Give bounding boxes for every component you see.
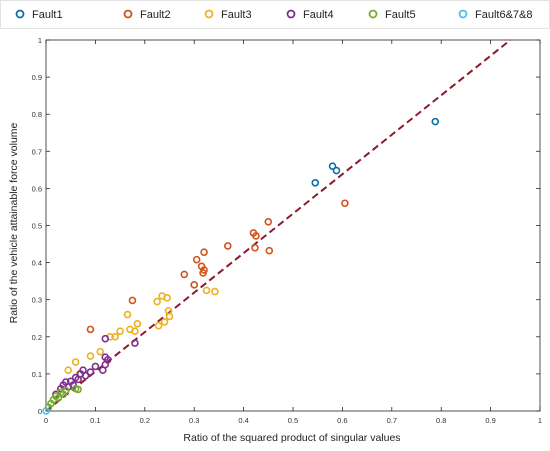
data-point — [311, 179, 320, 187]
x-tick-label: 0.6 — [337, 416, 347, 425]
x-tick-label: 0.5 — [288, 416, 298, 425]
legend-item: Fault5 — [368, 9, 416, 21]
data-point — [163, 294, 171, 302]
y-tick-label: 0.8 — [32, 110, 42, 119]
legend-box — [0, 0, 550, 29]
y-tick-label: 0.4 — [32, 259, 42, 268]
x-tick-label: 0.2 — [140, 416, 150, 425]
data-point — [64, 366, 73, 374]
data-points — [42, 117, 440, 415]
data-point — [332, 166, 341, 175]
y-axis-label: Ratio of the vehicle attainable force vo… — [8, 122, 20, 323]
data-point — [265, 246, 274, 255]
data-point — [200, 248, 208, 257]
legend-marker — [286, 9, 296, 19]
data-point — [61, 386, 70, 395]
data-point — [86, 352, 95, 360]
y-tick-label: 0.3 — [32, 296, 42, 305]
data-point — [86, 325, 95, 334]
y-tick-label: 0 — [38, 407, 42, 416]
data-point — [190, 281, 198, 289]
data-point — [328, 162, 337, 170]
data-point — [96, 347, 105, 356]
data-point — [180, 270, 189, 279]
data-point — [202, 286, 211, 295]
data-point — [74, 385, 82, 394]
plot-area — [45, 39, 541, 412]
data-point — [131, 327, 139, 336]
plot-box — [45, 39, 541, 412]
y-tick-label: 0.1 — [32, 370, 42, 379]
data-point — [211, 287, 219, 296]
x-tick-label: 0.4 — [238, 416, 248, 425]
data-point — [264, 217, 273, 226]
legend-item: Fault4 — [286, 9, 334, 21]
series-Fault6&7&8 — [42, 407, 50, 415]
y-tick-label: 1 — [38, 36, 42, 45]
data-point — [154, 321, 163, 330]
data-point — [101, 334, 110, 343]
data-point — [160, 318, 169, 326]
series-Fault2 — [86, 199, 349, 334]
data-point — [153, 297, 161, 306]
legend-marker — [368, 9, 378, 19]
x-tick-label: 0.1 — [90, 416, 100, 425]
y-tick-label: 0.9 — [32, 73, 42, 82]
data-point — [128, 296, 137, 305]
x-axis-label: Ratio of the squared product of singular… — [183, 432, 400, 444]
x-tick-label: 0.8 — [436, 416, 446, 425]
data-point — [431, 117, 440, 126]
data-point — [86, 368, 95, 376]
legend-label: Fault3 — [221, 9, 252, 21]
data-point — [223, 242, 232, 250]
x-tick-label: 0.7 — [387, 416, 397, 425]
data-point — [341, 199, 349, 208]
data-point — [81, 371, 90, 380]
data-point — [192, 255, 201, 264]
data-point — [116, 327, 124, 336]
x-tick-label: 0.3 — [189, 416, 199, 425]
legend-item: Fault3 — [204, 9, 252, 21]
legend-label: Fault4 — [303, 9, 334, 21]
y-tick-label: 0.6 — [32, 184, 42, 193]
reference-line-group — [45, 39, 511, 412]
legend: Fault1 Fault2 Fault3 Fault4 Fault5 Fault6&7&8 — [0, 0, 550, 29]
legend-label: Fault2 — [140, 9, 171, 21]
legend-label: Fault6&7&8 — [475, 9, 532, 21]
data-point — [133, 320, 142, 328]
x-tick-label: 0.9 — [485, 416, 495, 425]
x-tick-label: 1 — [538, 416, 542, 425]
legend-label: Fault5 — [385, 9, 416, 21]
legend-marker — [204, 9, 214, 19]
data-point — [111, 332, 119, 341]
series-Fault1 — [311, 117, 440, 187]
data-point — [123, 310, 132, 319]
x-tick-label: 0 — [44, 416, 48, 425]
legend-item: Fault6&7&8 — [458, 9, 532, 21]
y-tick-label: 0.7 — [32, 147, 42, 156]
legend-label: Fault1 — [32, 9, 63, 21]
legend-marker — [15, 9, 25, 19]
legend-item: Fault2 — [123, 9, 171, 21]
legend-marker — [123, 9, 133, 19]
data-point — [42, 407, 50, 415]
legend-marker — [458, 9, 468, 19]
data-point — [91, 362, 100, 371]
data-point — [165, 312, 174, 321]
data-point — [103, 356, 112, 364]
legend-item: Fault1 — [15, 9, 63, 21]
data-point — [131, 339, 139, 347]
y-tick-label: 0.5 — [32, 222, 42, 231]
reference-line — [45, 39, 511, 412]
y-tick-label: 0.2 — [32, 333, 42, 342]
data-point — [251, 243, 259, 252]
data-point — [200, 266, 208, 274]
data-point — [252, 232, 260, 240]
data-point — [71, 358, 80, 366]
